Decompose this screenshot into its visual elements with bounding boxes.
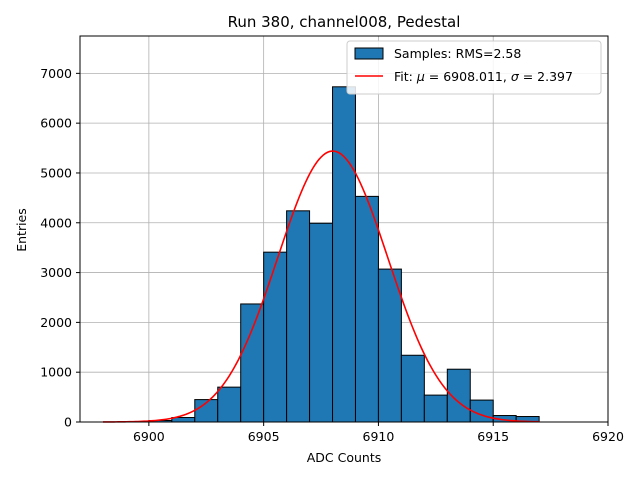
y-tick-label: 4000: [40, 215, 72, 230]
fit-curve: [102, 150, 540, 423]
x-tick-label: 6900: [133, 429, 165, 444]
histogram-bars: [148, 86, 540, 423]
x-tick-label: 6915: [477, 429, 509, 444]
y-tick-label: 7000: [40, 66, 72, 81]
legend-histogram-swatch: [354, 47, 384, 60]
histogram-bar: [286, 210, 311, 423]
histogram-bar: [400, 354, 425, 423]
histogram-bar: [332, 86, 356, 423]
chart-title: Run 380, channel008, Pedestal: [228, 13, 461, 31]
histogram-bar: [423, 394, 448, 423]
x-tick-label: 6920: [592, 429, 624, 444]
legend-fit-sigma-symbol: σ: [511, 69, 520, 84]
legend-fit-mu-symbol: μ: [416, 69, 425, 84]
legend-fit-prefix: Fit:: [394, 69, 417, 84]
y-tick-label: 5000: [40, 165, 72, 180]
y-tick-label: 3000: [40, 265, 72, 280]
plot-frame: [79, 35, 609, 423]
y-tick-label: 1000: [40, 365, 72, 380]
histogram-bar: [263, 251, 288, 423]
histogram-bar: [309, 222, 334, 423]
axes: 6900 6905 6910 6915 6920 0 1000 2000 3000 4000 500…: [40, 35, 624, 444]
legend-fit-sigma-value: = 2.397: [519, 69, 573, 84]
legend-fit-mu-value: = 6908.011,: [425, 69, 511, 84]
y-axis-label: Entries: [14, 208, 29, 252]
x-axis-label: ADC Counts: [307, 450, 382, 465]
histogram-bar: [354, 195, 379, 423]
legend-fit-label: Fit: μ = 6908.011, σ = 2.397: [394, 69, 573, 84]
legend: Samples: RMS=2.58 Fit: μ = 6908.011, σ =…: [346, 40, 602, 95]
y-tick-label: 2000: [40, 315, 72, 330]
y-tick-label: 6000: [40, 116, 72, 131]
legend-frame: [346, 40, 602, 95]
legend-histogram-label: Samples: RMS=2.58: [394, 46, 521, 61]
histogram-bar: [217, 386, 242, 423]
histogram-bar: [377, 268, 402, 423]
x-tick-label: 6905: [248, 429, 280, 444]
fit-curve-group: [102, 150, 540, 423]
x-tick-label: 6910: [363, 429, 395, 444]
y-tick-label: 0: [64, 415, 72, 430]
histogram-bar: [240, 303, 265, 423]
